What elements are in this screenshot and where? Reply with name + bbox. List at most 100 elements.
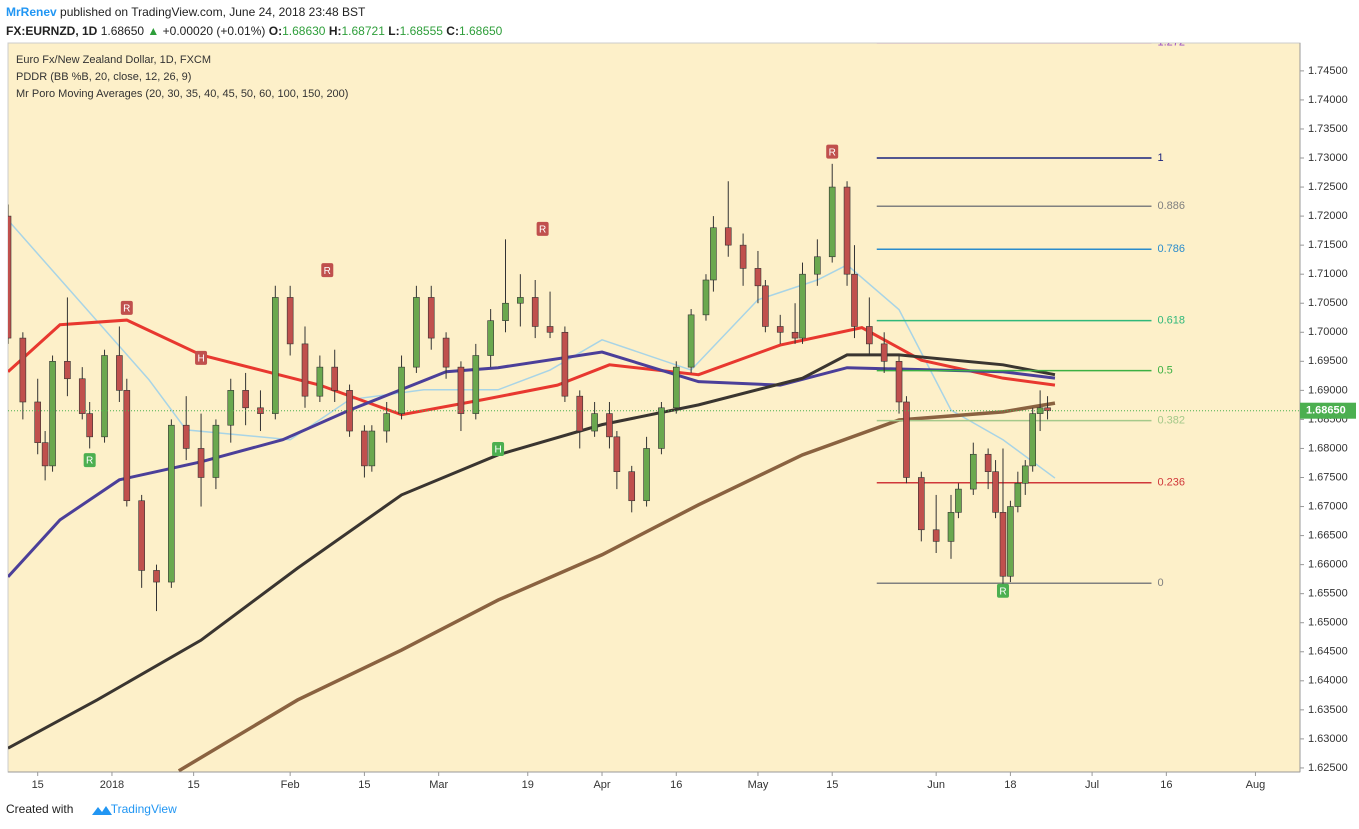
candle-body [955, 488, 962, 513]
candle-body [851, 273, 858, 327]
candle-body [286, 297, 294, 345]
x-tick-label: Feb [281, 779, 300, 791]
y-tick-label: 1.72000 [1308, 210, 1348, 222]
candle-body [41, 442, 49, 467]
y-tick-label: 1.63000 [1308, 733, 1348, 745]
pattern-label: H [494, 445, 501, 456]
candle-body [814, 256, 821, 275]
pattern-marker [826, 144, 839, 159]
moving-average [8, 353, 1056, 750]
chart: 1.272 1 0.886 0.786 0.618 0.5 0.382 0.236 0 R R H R H… [7, 36, 1356, 791]
candle-body [331, 366, 339, 391]
pattern-label: H [197, 353, 204, 364]
y-tick-label: 1.69000 [1308, 384, 1348, 396]
y-tick-label: 1.65500 [1308, 588, 1348, 600]
candle-body [880, 343, 888, 362]
candle-body [101, 355, 108, 438]
candle-body [502, 302, 509, 321]
candle-body [918, 477, 925, 531]
candle-body [227, 390, 235, 426]
x-tick-label: 15 [32, 779, 44, 791]
candle-body [316, 366, 324, 397]
y-tick-label: 1.71500 [1308, 239, 1348, 251]
low: 1.68555 [399, 24, 443, 38]
moving-average [8, 350, 1056, 578]
x-tick-label: Jun [927, 779, 945, 791]
candle-body [643, 448, 650, 502]
candle-body [383, 413, 390, 432]
candle-body [561, 331, 569, 397]
candle-body [932, 529, 940, 542]
candle-body [8, 215, 12, 339]
pattern-marker [996, 583, 1009, 598]
x-tick-label: 16 [1160, 779, 1172, 791]
candle-body [472, 355, 480, 414]
candle-body [78, 378, 86, 414]
candle-body [123, 390, 131, 502]
candle-body [969, 453, 977, 490]
header-line: MrRenev published on TradingView.com, Ju… [6, 3, 502, 22]
author[interactable]: MrRenev [6, 5, 57, 19]
candle-body [1014, 483, 1022, 507]
candle-body [457, 366, 465, 414]
brand[interactable]: TradingView [110, 802, 177, 816]
last-price-box [1300, 402, 1356, 419]
created-with: Created with [6, 802, 74, 816]
h-label: H: [328, 24, 342, 38]
candle-body [368, 430, 376, 467]
moving-average [177, 401, 1056, 772]
x-tick-label: Aug [1246, 779, 1266, 791]
candle-body [398, 366, 405, 414]
candle-body [724, 227, 732, 246]
y-tick-label: 1.64500 [1308, 646, 1348, 658]
candle-body [762, 285, 769, 327]
symbol: FX:EURNZD, 1D [6, 24, 98, 38]
candle-body [153, 570, 160, 583]
candle-body [413, 297, 420, 368]
high: 1.68721 [341, 24, 385, 38]
candle-body [531, 297, 539, 327]
candle-body [212, 424, 220, 478]
candle-body [866, 326, 873, 345]
plot-area [7, 42, 1301, 773]
fib-label: 0.786 [1157, 243, 1185, 255]
x-tick-label: May [748, 779, 769, 791]
x-tick-label: 15 [358, 779, 370, 791]
y-tick-label: 1.73500 [1308, 123, 1348, 135]
fib-label: 0.886 [1157, 200, 1185, 212]
candle-body [628, 471, 636, 502]
y-tick-label: 1.63500 [1308, 704, 1348, 716]
candle-body [197, 448, 205, 478]
candle-body [1029, 413, 1036, 467]
y-tick-label: 1.67500 [1308, 471, 1348, 483]
y-tick-label: 1.73000 [1308, 152, 1348, 164]
plot: 1.272 1 0.886 0.786 0.618 0.5 0.382 0.236 0 R R H R H… [8, 36, 1185, 772]
candle-body [799, 273, 806, 339]
y-tick-label: 1.68000 [1308, 442, 1348, 454]
fib-label: 0 [1157, 577, 1163, 589]
x-tick-label: 16 [670, 779, 682, 791]
candle-body [64, 361, 71, 380]
candle-body [242, 390, 249, 409]
fib-label: 0.618 [1157, 315, 1185, 327]
open: 1.68630 [282, 24, 326, 38]
l-label: L: [388, 24, 400, 38]
candle-body [182, 424, 190, 449]
header: MrRenev published on TradingView.com, Ju… [6, 3, 502, 41]
candle-body [427, 297, 435, 339]
pattern-label: R [86, 456, 93, 467]
candle-body [34, 401, 42, 443]
x-tick-label: 15 [188, 779, 200, 791]
candle-body [168, 424, 175, 583]
candle-body [606, 413, 613, 438]
candle-body [947, 512, 955, 542]
candle-body [992, 471, 999, 513]
fib-label: 0.5 [1157, 365, 1172, 377]
candle-body [442, 337, 450, 368]
moving-average [8, 219, 1056, 479]
candle-body [346, 390, 353, 432]
fib-label: 1.272 [1157, 36, 1185, 48]
chart-title: Euro Fx/New Zealand Dollar, 1D, FXCM [16, 54, 211, 66]
pattern-marker [536, 221, 549, 236]
